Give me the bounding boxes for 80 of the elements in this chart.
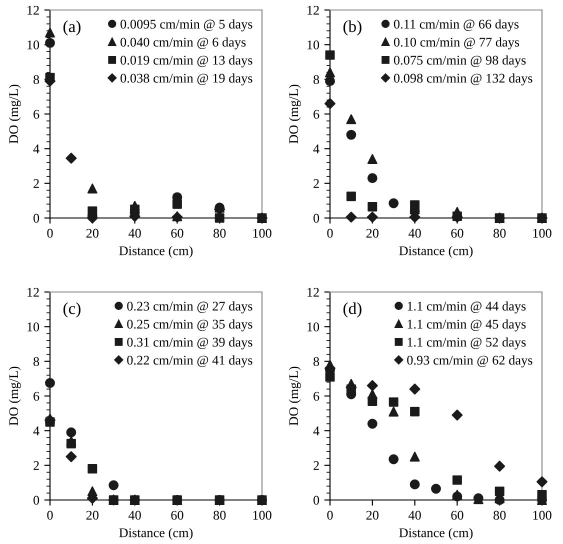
x-tick-label: 40 <box>128 228 141 238</box>
y-tick-label: 2 <box>314 179 319 188</box>
y-axis-title: DO (mg/L) <box>8 366 21 426</box>
x-axis-title: Distance (cm) <box>399 246 473 258</box>
y-tick-label: 6 <box>34 110 40 119</box>
legend-label: 1.1 cm/min @ 45 days <box>408 319 526 332</box>
legend-label: 0.11 cm/min @ 66 days <box>394 19 519 32</box>
x-tick-label: 20 <box>366 510 378 520</box>
y-tick-label: 10 <box>28 40 40 50</box>
annotation: (d) <box>343 302 362 318</box>
y-tick-label: 6 <box>314 110 320 119</box>
legend-label: 0.10 cm/min @ 77 days <box>394 37 520 50</box>
y-tick-label: 2 <box>34 179 39 188</box>
legend-label: 0.075 cm/min @ 98 days <box>394 55 526 68</box>
legend-label: 0.038 cm/min @ 19 days <box>120 73 252 86</box>
x-tick-label: 60 <box>451 510 464 520</box>
y-tick-label: 8 <box>33 75 40 84</box>
x-tick-label: 0 <box>327 510 333 520</box>
annotation: (b) <box>343 20 362 36</box>
legend-label: 1.1 cm/min @ 44 days <box>408 301 526 314</box>
x-axis-title: Distance (cm) <box>119 528 193 540</box>
y-tick-label: 0 <box>313 214 320 223</box>
x-tick-label: 100 <box>253 510 272 520</box>
y-tick-label: 8 <box>33 357 40 366</box>
legend-label: 0.93 cm/min @ 62 days <box>407 355 532 368</box>
y-tick-label: 4 <box>33 426 40 436</box>
x-tick-label: 60 <box>171 510 184 520</box>
y-tick-label: 0 <box>313 496 320 505</box>
x-tick-label: 40 <box>128 510 141 520</box>
y-tick-label: 0 <box>33 496 40 505</box>
x-tick-label: 80 <box>494 228 506 238</box>
x-tick-label: 40 <box>408 228 421 238</box>
x-tick-label: 60 <box>171 228 184 238</box>
legend-label: 0.0095 cm/min @ 5 days <box>120 19 252 32</box>
y-tick-label: 10 <box>308 40 320 50</box>
x-tick-label: 20 <box>366 228 378 238</box>
y-tick-label: 8 <box>313 75 320 84</box>
legend-label: 0.25 cm/min @ 35 days <box>127 319 252 332</box>
y-tick-label: 2 <box>314 461 319 470</box>
annotation: (c) <box>63 302 80 318</box>
x-tick-label: 80 <box>214 510 226 520</box>
y-tick-label: 12 <box>28 288 39 297</box>
y-axis-title: DO (mg/L) <box>288 84 301 144</box>
legend-label: 0.098 cm/min @ 132 days <box>394 73 532 86</box>
y-tick-label: 4 <box>313 144 320 154</box>
legend-label: 0.040 cm/min @ 6 days <box>120 37 246 50</box>
y-tick-label: 10 <box>28 322 40 332</box>
x-axis-title: Distance (cm) <box>119 246 193 258</box>
x-tick-label: 40 <box>408 510 421 520</box>
y-axis-title: DO (mg/L) <box>288 366 301 426</box>
y-axis-title: DO (mg/L) <box>8 84 21 144</box>
x-tick-label: 100 <box>253 228 272 238</box>
legend-label: 0.019 cm/min @ 13 days <box>120 55 252 68</box>
x-tick-label: 100 <box>533 510 552 520</box>
legend-label: 1.1 cm/min @ 52 days <box>408 337 526 350</box>
y-tick-label: 6 <box>34 392 40 401</box>
y-tick-label: 12 <box>308 288 319 297</box>
y-tick-label: 10 <box>308 322 320 332</box>
x-tick-label: 0 <box>47 228 53 238</box>
x-axis-title: Distance (cm) <box>399 528 473 540</box>
y-tick-label: 4 <box>313 426 320 436</box>
x-tick-label: 80 <box>494 510 506 520</box>
y-tick-label: 6 <box>314 392 320 401</box>
x-tick-label: 60 <box>451 228 464 238</box>
annotation: (a) <box>63 20 80 36</box>
x-tick-label: 0 <box>47 510 53 520</box>
legend-label: 0.23 cm/min @ 27 days <box>127 301 252 314</box>
y-tick-label: 12 <box>308 6 319 15</box>
y-tick-label: 8 <box>313 357 320 366</box>
x-tick-label: 0 <box>327 228 333 238</box>
legend-label: 0.22 cm/min @ 41 days <box>127 355 252 368</box>
legend-label: 0.31 cm/min @ 39 days <box>127 337 252 350</box>
y-tick-label: 12 <box>28 6 39 15</box>
x-tick-label: 80 <box>214 228 226 238</box>
x-tick-label: 20 <box>86 510 98 520</box>
x-tick-label: 20 <box>86 228 98 238</box>
x-tick-label: 100 <box>533 228 552 238</box>
y-tick-label: 0 <box>33 214 40 223</box>
y-tick-label: 4 <box>33 144 40 154</box>
y-tick-label: 2 <box>34 461 39 470</box>
